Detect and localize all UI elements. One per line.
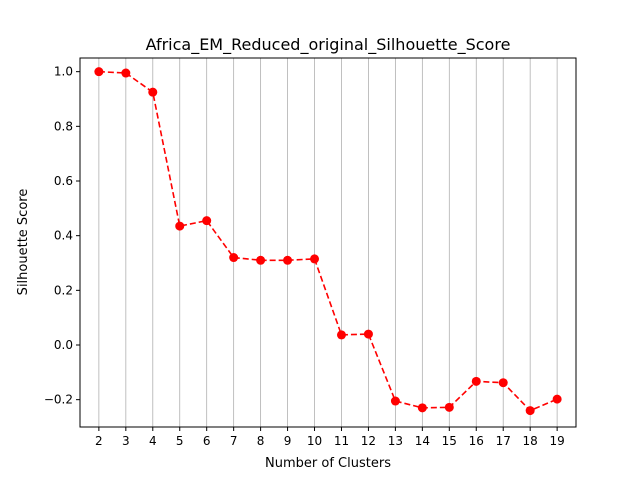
data-point-9 <box>283 255 293 265</box>
data-point-3 <box>121 68 131 78</box>
y-axis-ticks: −0.2 0.0 0.2 0.4 0.6 0.8 1.0 <box>44 65 80 407</box>
x-tick-label-7: 7 <box>230 434 238 448</box>
x-tick-label-19: 19 <box>549 434 564 448</box>
data-point-15 <box>444 402 454 412</box>
data-point-16 <box>471 376 481 386</box>
data-point-13 <box>390 396 400 406</box>
data-point-8 <box>256 255 266 265</box>
x-tick-label-15: 15 <box>442 434 457 448</box>
y-tick-label-2: 0.2 <box>54 283 73 297</box>
y-axis-label: Silhouette Score <box>16 189 31 296</box>
x-tick-label-10: 10 <box>307 434 322 448</box>
data-point-2 <box>94 67 104 77</box>
x-tick-label-18: 18 <box>523 434 538 448</box>
data-point-4 <box>148 87 158 97</box>
data-point-12 <box>363 329 373 339</box>
x-tick-label-4: 4 <box>149 434 157 448</box>
data-point-5 <box>175 221 185 231</box>
data-point-19 <box>552 394 562 404</box>
y-tick-label-5: 0.8 <box>54 119 73 133</box>
x-axis-label: Number of Clusters <box>265 456 391 471</box>
x-tick-label-13: 13 <box>388 434 403 448</box>
x-tick-label-11: 11 <box>334 434 349 448</box>
x-tick-label-9: 9 <box>284 434 292 448</box>
x-tick-label-12: 12 <box>361 434 376 448</box>
x-tick-label-8: 8 <box>257 434 265 448</box>
x-tick-label-3: 3 <box>122 434 130 448</box>
data-point-17 <box>498 378 508 388</box>
plot-area-frame <box>79 57 577 428</box>
chart-title: Africa_EM_Reduced_original_Silhouette_Sc… <box>146 35 511 55</box>
y-tick-label-1: 0.0 <box>54 338 73 352</box>
data-point-10 <box>310 254 320 264</box>
x-tick-label-2: 2 <box>95 434 103 448</box>
grid-lines <box>98 58 558 427</box>
y-tick-label-0: −0.2 <box>44 393 73 407</box>
series-line-0 <box>98 70 558 412</box>
x-axis-ticks: 2 3 4 5 6 7 8 9 10 11 12 13 14 15 16 17 18 19 <box>95 427 565 448</box>
series-line <box>98 70 558 412</box>
x-tick-label-6: 6 <box>203 434 211 448</box>
data-points <box>94 67 562 416</box>
x-tick-label-16: 16 <box>469 434 484 448</box>
data-point-11 <box>336 330 346 340</box>
data-point-6 <box>202 216 212 226</box>
y-tick-label-4: 0.6 <box>54 174 73 188</box>
data-point-14 <box>417 403 427 413</box>
y-tick-label-3: 0.4 <box>54 229 73 243</box>
data-point-7 <box>229 253 239 263</box>
data-point-18 <box>525 406 535 416</box>
x-tick-label-14: 14 <box>415 434 430 448</box>
x-tick-label-5: 5 <box>176 434 184 448</box>
x-tick-label-17: 17 <box>496 434 511 448</box>
y-tick-label-6: 1.0 <box>54 65 73 79</box>
